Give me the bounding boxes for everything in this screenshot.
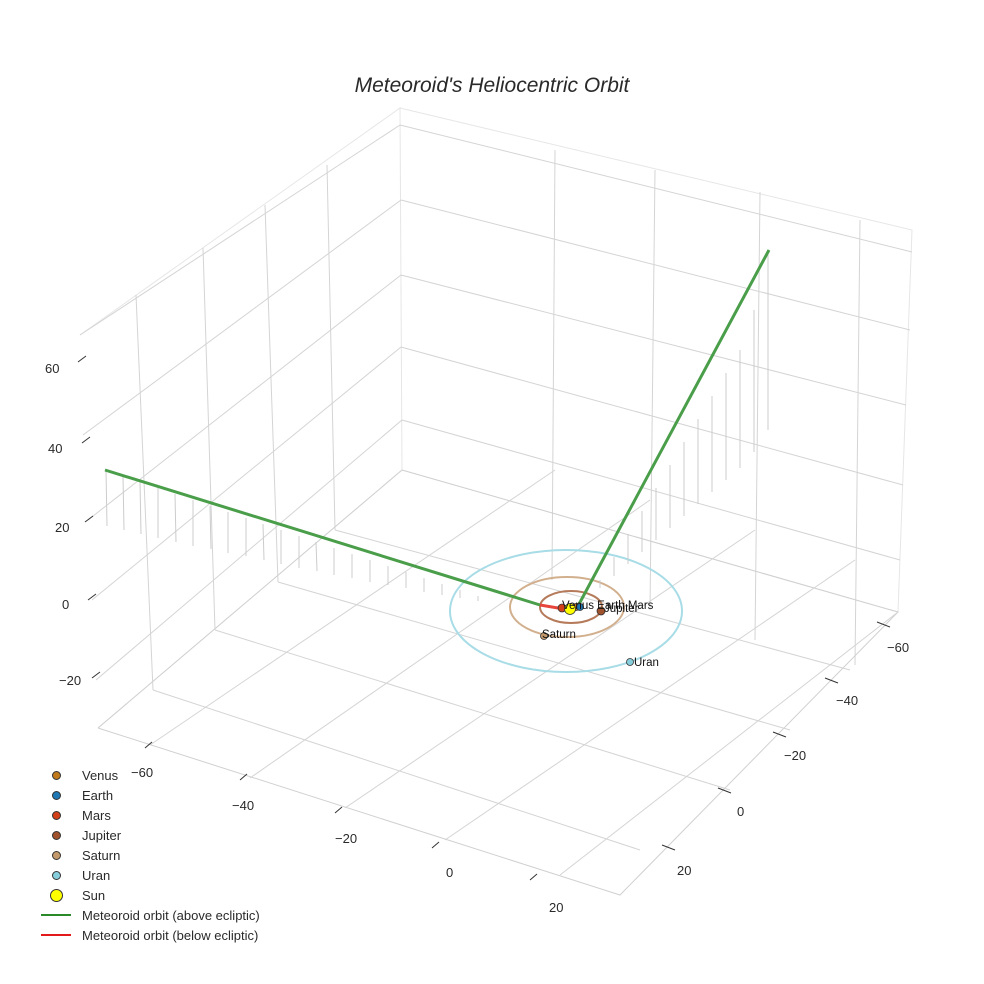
grid-lines	[79, 107, 913, 896]
svg-text:Uran: Uran	[634, 657, 659, 669]
chart-title: Meteoroid's Heliocentric Orbit	[354, 74, 630, 97]
svg-text:Venus Earth Mars: Venus Earth Mars	[562, 600, 654, 612]
drop-lines	[105, 252, 769, 601]
legend-item-earth[interactable]: Earth	[38, 785, 260, 805]
svg-text:20: 20	[677, 863, 691, 878]
legend-item-uran[interactable]: Uran	[38, 865, 260, 885]
svg-text:40: 40	[48, 441, 62, 456]
legend-item-saturn[interactable]: Saturn	[38, 845, 260, 865]
legend-item-jupiter[interactable]: Jupiter	[38, 825, 260, 845]
earth-marker	[576, 603, 584, 611]
legend-label: Meteoroid orbit (above ecliptic)	[82, 907, 260, 923]
uran-orbit-ring	[449, 549, 683, 673]
legend: Venus Earth Mars Jupiter Saturn Uran Sun…	[38, 765, 260, 945]
earth-dot-icon	[51, 790, 61, 800]
venus-dot-icon	[51, 770, 61, 780]
svg-text:−20: −20	[59, 673, 81, 688]
planet-orbit-rings	[449, 549, 683, 673]
svg-text:−40: −40	[836, 693, 858, 708]
svg-text:−60: −60	[131, 765, 153, 780]
saturn-marker	[540, 632, 548, 640]
svg-text:Saturn: Saturn	[542, 629, 576, 641]
saturn-dot-icon	[51, 850, 61, 860]
legend-label: Earth	[82, 787, 114, 803]
meteoroid-orbit-above-outbound[interactable]	[576, 249, 771, 607]
z-axis-labels: 60 40 20 0 −20	[45, 361, 81, 688]
svg-text:60: 60	[45, 361, 59, 376]
jupiter-dot-icon	[51, 830, 61, 840]
planet-labels: Venus Earth Mars Jupiter Saturn Uran	[542, 600, 659, 669]
mars-dot-icon	[51, 810, 61, 820]
planet-markers[interactable]	[540, 603, 634, 666]
svg-text:−20: −20	[335, 831, 357, 846]
legend-label: Meteoroid orbit (below ecliptic)	[82, 927, 259, 943]
meteoroid-orbit-above[interactable]	[104, 468, 541, 607]
legend-item-orbit-above[interactable]: Meteoroid orbit (above ecliptic)	[38, 905, 260, 925]
uran-marker	[626, 658, 634, 666]
uran-dot-icon	[51, 870, 61, 880]
axis-ticks	[77, 355, 891, 881]
legend-label: Sun	[82, 887, 106, 903]
svg-text:20: 20	[55, 520, 69, 535]
y-axis-labels: −60 −40 −20 0 20	[677, 640, 909, 878]
svg-text:Jupiter: Jupiter	[604, 603, 639, 615]
svg-text:0: 0	[62, 597, 69, 612]
legend-item-sun[interactable]: Sun	[38, 885, 260, 905]
legend-item-mars[interactable]: Mars	[38, 805, 260, 825]
legend-label: Venus	[82, 767, 119, 783]
svg-text:20: 20	[549, 900, 563, 915]
svg-text:0: 0	[446, 865, 453, 880]
legend-item-venus[interactable]: Venus	[38, 765, 260, 785]
svg-text:0: 0	[737, 804, 744, 819]
legend-label: Saturn	[82, 847, 121, 863]
svg-text:−40: −40	[232, 798, 254, 813]
sun-marker	[564, 603, 576, 615]
legend-label: Uran	[82, 867, 111, 883]
jupiter-marker	[596, 606, 606, 616]
legend-label: Jupiter	[82, 827, 122, 843]
red-line-icon	[41, 934, 71, 936]
svg-text:−60: −60	[887, 640, 909, 655]
green-line-icon	[41, 914, 71, 916]
x-axis-labels: −60 −40 −20 0 20	[131, 765, 563, 915]
saturn-orbit-ring	[509, 576, 625, 638]
sun-dot-icon	[49, 888, 63, 902]
svg-text:−20: −20	[784, 748, 806, 763]
legend-item-orbit-below[interactable]: Meteoroid orbit (below ecliptic)	[38, 925, 260, 945]
legend-label: Mars	[82, 807, 111, 823]
